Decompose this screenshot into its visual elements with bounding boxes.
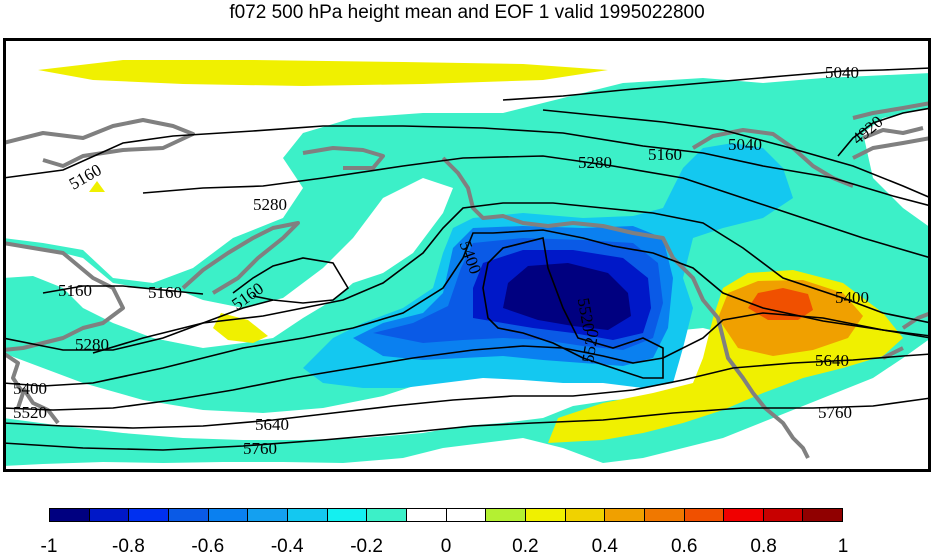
colorbar-swatch — [644, 509, 685, 521]
colorbar-swatch — [803, 509, 843, 521]
shade-white-topleft — [3, 78, 303, 148]
contour-label: 5160 — [648, 145, 682, 164]
coast-hudson — [852, 136, 931, 160]
contour-5160-west — [42, 285, 204, 295]
colorbar-tick-labels: -1 -0.8 -0.6 -0.4 -0.2 0 0.2 0.4 0.6 0.8 1 — [0, 536, 934, 558]
colorbar-tick-label: 0.6 — [670, 536, 698, 557]
contour-5400 — [3, 229, 931, 387]
coast-arctic — [852, 101, 931, 140]
contour-label: 5160 — [58, 281, 92, 300]
contour-label: 5160 — [148, 283, 182, 302]
contour-label: 5760 — [818, 403, 852, 422]
shade-yellow-dot — [89, 181, 105, 192]
colorbar-tick-label: 0 — [440, 536, 452, 557]
contour-label: 5640 — [815, 351, 849, 370]
chart-title: f072 500 hPa height mean and EOF 1 valid… — [229, 2, 705, 23]
contour-5520 — [3, 312, 931, 411]
contour-label: 5760 — [243, 439, 277, 458]
contour-label: 5640 — [255, 415, 289, 434]
colorbar-tick-label: -0.2 — [350, 536, 383, 557]
colorbar-swatch — [724, 509, 764, 521]
colorbar-tick-label: -1 — [40, 536, 58, 557]
coast-canada-north — [691, 128, 854, 188]
coast-bering — [302, 146, 385, 170]
shade-white-gap-1 — [3, 178, 453, 348]
contour-5280-mid — [3, 299, 274, 351]
contour-label: 5520 — [13, 403, 47, 422]
colorbar-swatch — [684, 509, 725, 521]
colorbar-swatch — [50, 509, 90, 521]
colorbar-tick-label: -0.6 — [191, 536, 225, 557]
colorbar-swatch — [168, 509, 209, 521]
colorbar-swatch — [367, 509, 407, 521]
coast-kamchatka — [181, 221, 300, 295]
map-border — [3, 38, 931, 472]
coast-island-1 — [21, 386, 60, 425]
colorbar-swatch — [565, 509, 606, 521]
coast-japan — [3, 351, 25, 409]
colorbar-swatch — [605, 509, 645, 521]
contour-5280-north — [142, 155, 931, 259]
colorbar-swatch — [208, 509, 249, 521]
colorbar-swatch — [89, 509, 130, 521]
colorbar-swatch — [129, 509, 169, 521]
colorbar-swatch — [763, 509, 804, 521]
eof-shading — [3, 60, 931, 466]
contour-5520-loop — [482, 237, 664, 379]
contour-label: 5040 — [825, 63, 859, 82]
shade-yellow-top — [38, 60, 608, 86]
coast-east — [882, 311, 931, 360]
contour-4920 — [837, 107, 931, 157]
contour-label: 5280 — [253, 195, 287, 214]
contour-5280-loop — [92, 202, 931, 354]
contour-5160-north — [3, 125, 931, 207]
colorbar-tick-label: -0.8 — [112, 536, 145, 557]
contour-5040-top — [502, 67, 931, 101]
colorbar-swatch — [287, 509, 328, 521]
contour-label: 5280 — [75, 335, 109, 354]
coast-asia — [3, 241, 125, 352]
contour-5160-loop — [232, 257, 350, 304]
colorbar-tick-label: -0.4 — [270, 536, 304, 557]
coast-alaska — [3, 118, 195, 168]
height-contours — [3, 67, 931, 451]
colorbar-tick-label: 0.2 — [512, 536, 539, 557]
shade-red-orange — [748, 288, 813, 320]
contour-label: 5280 — [578, 153, 612, 172]
colorbar — [49, 508, 843, 522]
contour-label: 5040 — [728, 135, 762, 154]
contour-label: 5400 — [835, 288, 869, 307]
colorbar-tick-label: 0.4 — [591, 536, 619, 557]
colorbar-swatch — [525, 509, 566, 521]
shade-navy — [503, 263, 631, 330]
colorbar-swatch — [406, 509, 447, 521]
colorbar-swatch — [486, 509, 526, 521]
colorbar-swatch — [248, 509, 288, 521]
contour-5040-mid — [542, 109, 931, 199]
colorbar-tick-label: 0.8 — [750, 536, 777, 557]
colorbar-swatch — [327, 509, 368, 521]
contour-label: 5400 — [13, 379, 47, 398]
map-svg: 5040 4920 5160 5040 5280 5160 5280 5160 … — [3, 38, 931, 472]
colorbar-swatch — [446, 509, 487, 521]
colorbar-tick-label: 1 — [837, 536, 849, 557]
contour-5640 — [3, 353, 931, 429]
contour-5760 — [3, 397, 931, 451]
map-panel: 5040 4920 5160 5040 5280 5160 5280 5160 … — [3, 38, 931, 472]
